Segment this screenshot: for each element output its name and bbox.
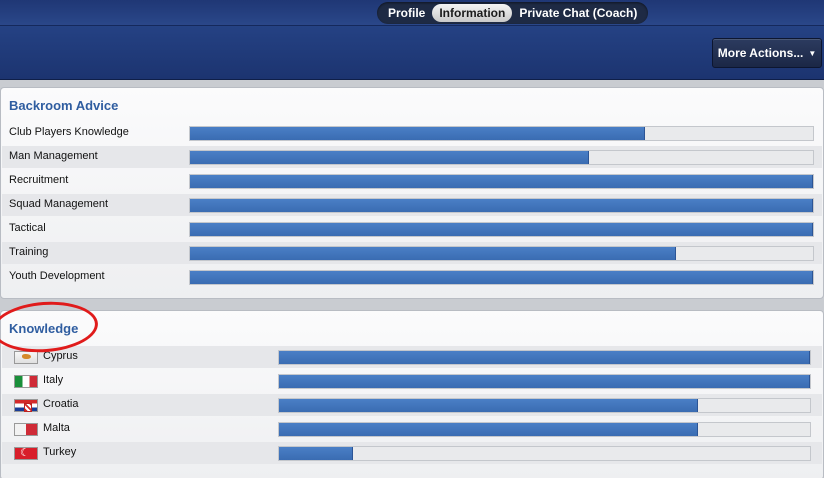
country-label: Croatia xyxy=(43,398,79,410)
advice-bar-track xyxy=(189,270,814,285)
knowledge-bar-track xyxy=(278,350,811,365)
country-label: Cyprus xyxy=(43,350,78,362)
advice-bar-fill xyxy=(190,127,645,140)
country-label: Malta xyxy=(43,422,70,434)
advice-bar-track xyxy=(189,150,814,165)
knowledge-bar-track xyxy=(278,422,811,437)
advice-row: Man Management xyxy=(2,146,822,168)
chevron-down-icon: ▼ xyxy=(808,48,817,58)
advice-bar-fill xyxy=(190,151,589,164)
advice-bar-fill xyxy=(190,271,813,284)
flag-croatia-icon xyxy=(14,399,38,412)
backroom-advice-title: Backroom Advice xyxy=(9,98,119,113)
advice-row: Squad Management xyxy=(2,194,822,216)
tab-private-chat[interactable]: Private Chat (Coach) xyxy=(519,6,638,20)
more-actions-button[interactable]: More Actions... ▼ xyxy=(712,38,822,68)
knowledge-panel: Knowledge Cyprus Italy Croatia Malta Tur… xyxy=(0,310,824,478)
flag-italy-icon xyxy=(14,375,38,388)
flag-cyprus-icon xyxy=(14,351,38,364)
knowledge-bar-fill xyxy=(279,399,699,412)
advice-label: Recruitment xyxy=(9,174,69,186)
knowledge-bar-track xyxy=(278,374,811,389)
knowledge-bar-track xyxy=(278,446,811,461)
knowledge-row: Croatia xyxy=(2,394,822,416)
country-label: Italy xyxy=(43,374,64,386)
advice-bar-track xyxy=(189,222,814,237)
flag-malta-icon xyxy=(14,423,38,436)
knowledge-title: Knowledge xyxy=(9,321,79,336)
advice-bar-fill xyxy=(190,247,676,260)
knowledge-bar-track xyxy=(278,398,811,413)
tab-information[interactable]: Information xyxy=(432,4,513,22)
advice-bar-fill xyxy=(190,175,813,188)
knowledge-bar-fill xyxy=(279,447,354,460)
advice-bar-track xyxy=(189,174,814,189)
backroom-advice-panel: Backroom Advice Club Players Knowledge M… xyxy=(0,87,824,299)
tab-bar: Profile Information Private Chat (Coach) xyxy=(377,2,649,24)
knowledge-row: Turkey xyxy=(2,442,822,464)
advice-bar-track xyxy=(189,126,814,141)
advice-label: Training xyxy=(9,246,49,258)
header-bar: Profile Information Private Chat (Coach)… xyxy=(0,0,824,80)
advice-row: Training xyxy=(2,242,822,264)
flag-turkey-icon xyxy=(14,446,38,460)
advice-label: Club Players Knowledge xyxy=(9,126,129,138)
more-actions-label: More Actions... xyxy=(717,46,804,60)
country-label: Turkey xyxy=(43,446,77,458)
knowledge-bar-fill xyxy=(279,375,810,388)
advice-row: Club Players Knowledge xyxy=(2,122,822,144)
advice-row: Tactical xyxy=(2,218,822,240)
knowledge-bar-fill xyxy=(279,423,699,436)
advice-bar-fill xyxy=(190,199,813,212)
advice-row: Youth Development xyxy=(2,266,822,288)
advice-row: Recruitment xyxy=(2,170,822,192)
knowledge-row: Malta xyxy=(2,418,822,440)
advice-label: Man Management xyxy=(9,150,98,162)
knowledge-row: Italy xyxy=(2,370,822,392)
tab-profile[interactable]: Profile xyxy=(388,6,426,20)
advice-label: Tactical xyxy=(9,222,46,234)
advice-label: Youth Development xyxy=(9,270,105,282)
advice-bar-fill xyxy=(190,223,813,236)
knowledge-row: Cyprus xyxy=(2,346,822,368)
advice-bar-track xyxy=(189,246,814,261)
advice-label: Squad Management xyxy=(9,198,109,210)
knowledge-bar-fill xyxy=(279,351,810,364)
advice-bar-track xyxy=(189,198,814,213)
